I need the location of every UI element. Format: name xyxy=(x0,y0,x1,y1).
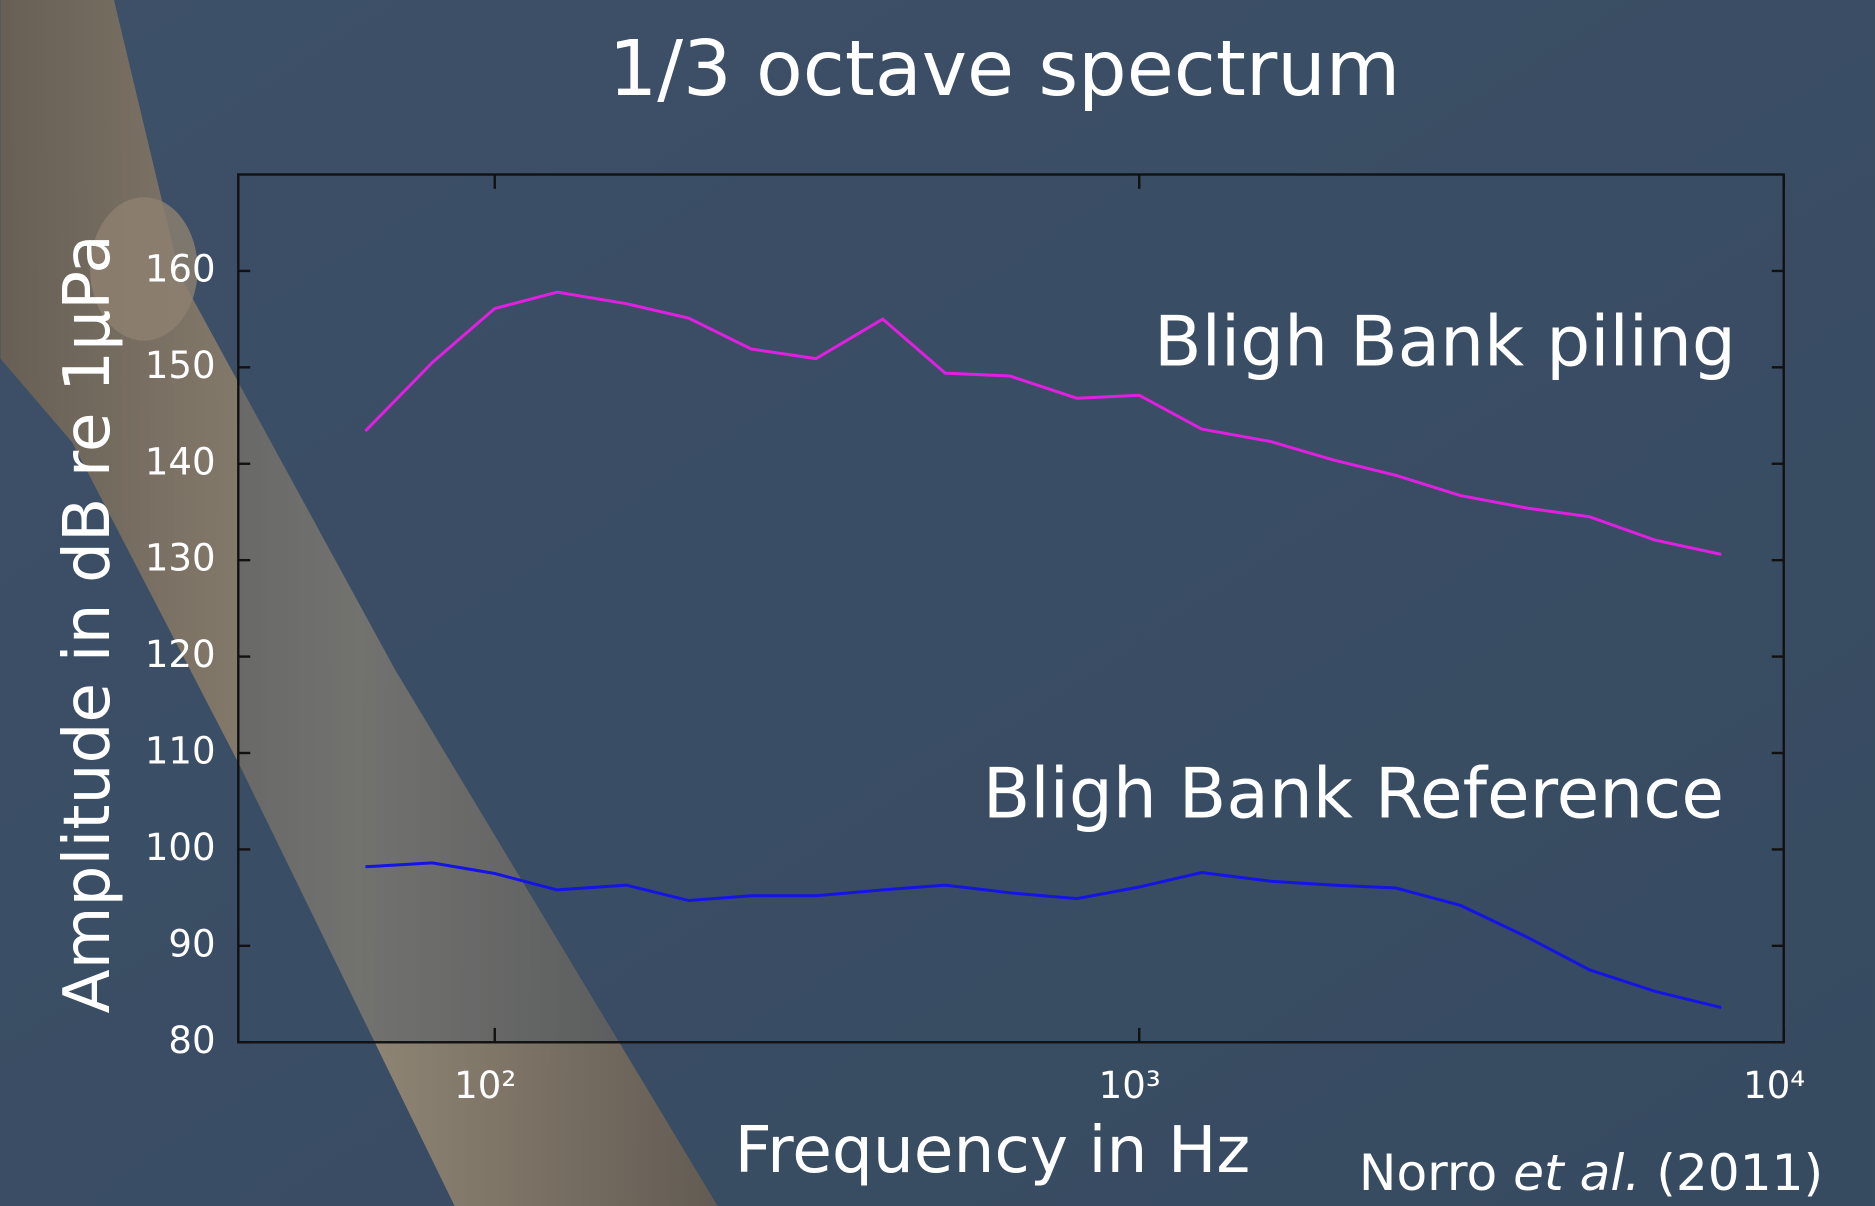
y-tick-label: 90 xyxy=(168,922,215,965)
y-tick-label: 140 xyxy=(145,440,216,483)
y-tick-label: 160 xyxy=(145,247,216,290)
y-tick-label: 110 xyxy=(145,730,216,773)
x-axis-label: Frequency in Hz xyxy=(735,1113,1251,1188)
citation-etal: et al. xyxy=(1513,1143,1640,1202)
citation-author: Norro xyxy=(1359,1143,1497,1202)
y-axis-label: Amplitude in dB re 1µPa xyxy=(50,234,125,1013)
x-tick-label: 10³ xyxy=(1099,1064,1161,1107)
page: 1/3 octave spectrum Frequency in Hz Ampl… xyxy=(0,0,1875,1206)
chart: 1/3 octave spectrum Frequency in Hz Ampl… xyxy=(0,0,1875,1206)
x-tick-label: 10² xyxy=(454,1064,516,1107)
y-tick-label: 150 xyxy=(145,344,216,387)
citation: Norro et al. (2011) xyxy=(1359,1143,1823,1202)
y-tick-label: 80 xyxy=(168,1019,215,1062)
y-tick-label: 130 xyxy=(145,537,216,580)
y-tick-label: 120 xyxy=(145,633,216,676)
x-tick-label: 10⁴ xyxy=(1743,1064,1805,1107)
series-label: Bligh Bank Reference xyxy=(983,754,1724,834)
citation-year: (2011) xyxy=(1656,1143,1823,1202)
series-label: Bligh Bank piling xyxy=(1154,303,1736,383)
y-tick-label: 100 xyxy=(145,826,216,869)
chart-title: 1/3 octave spectrum xyxy=(609,25,1401,114)
